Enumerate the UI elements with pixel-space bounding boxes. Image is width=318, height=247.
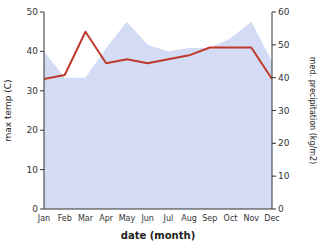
y2-tick-label: 30 [278, 106, 290, 116]
y-tick [40, 130, 44, 131]
y2-tick-label: 10 [278, 171, 290, 181]
y2-tick-label: 20 [278, 138, 290, 148]
x-tick-label: Jul [163, 214, 174, 223]
y-tick [40, 12, 44, 13]
x-tick-label: May [119, 214, 136, 223]
x-tick-label: Jan [37, 214, 50, 223]
x-tick-label: Feb [58, 214, 72, 223]
x-axis-label: date (month) [121, 230, 195, 241]
x-tick-label: Nov [243, 214, 259, 223]
y-axis-line [44, 12, 45, 209]
x-axis-line [44, 209, 272, 210]
chart: 0 10 20 30 40 50 0 10 20 30 40 50 60 Jan Feb Mar Apr May J… [0, 0, 318, 247]
y-tick-label: 0 [32, 204, 38, 214]
y2-tick [272, 176, 276, 177]
y-tick-label: 30 [27, 86, 39, 96]
y2-tick [272, 110, 276, 111]
y-tick [40, 209, 44, 210]
y-tick [40, 51, 44, 52]
y2-tick [272, 209, 276, 210]
y-tick-label: 20 [27, 125, 39, 135]
y2-tick [272, 44, 276, 45]
y-tick [40, 169, 44, 170]
y2-tick-label: 60 [278, 7, 290, 17]
y-tick-label: 50 [27, 7, 39, 17]
precipitation-area [44, 22, 272, 209]
y2-tick-label: 40 [278, 73, 290, 83]
x-tick-label: Oct [224, 214, 238, 223]
y2-tick [272, 12, 276, 13]
temperature-line [44, 32, 272, 79]
y-tick [40, 90, 44, 91]
x-tick-label: Mar [78, 214, 94, 223]
y2-axis-label: med. precipitation (kg/m2) [308, 57, 317, 164]
y-tick-label: 10 [27, 165, 39, 175]
x-tick-label: Sep [202, 214, 217, 223]
y2-tick [272, 77, 276, 78]
y2-tick-label: 50 [278, 40, 290, 50]
x-tick-label: Aug [181, 214, 197, 223]
plot-area [44, 22, 272, 209]
y-tick-label: 40 [27, 46, 39, 56]
y2-tick-label: 0 [278, 204, 284, 214]
y2-tick [272, 143, 276, 144]
x-tick-label: Jun [140, 214, 154, 223]
x-tick-label: Dec [264, 214, 279, 223]
y-axis-label: max temp (C) [3, 79, 13, 141]
x-tick-label: Apr [99, 214, 114, 223]
